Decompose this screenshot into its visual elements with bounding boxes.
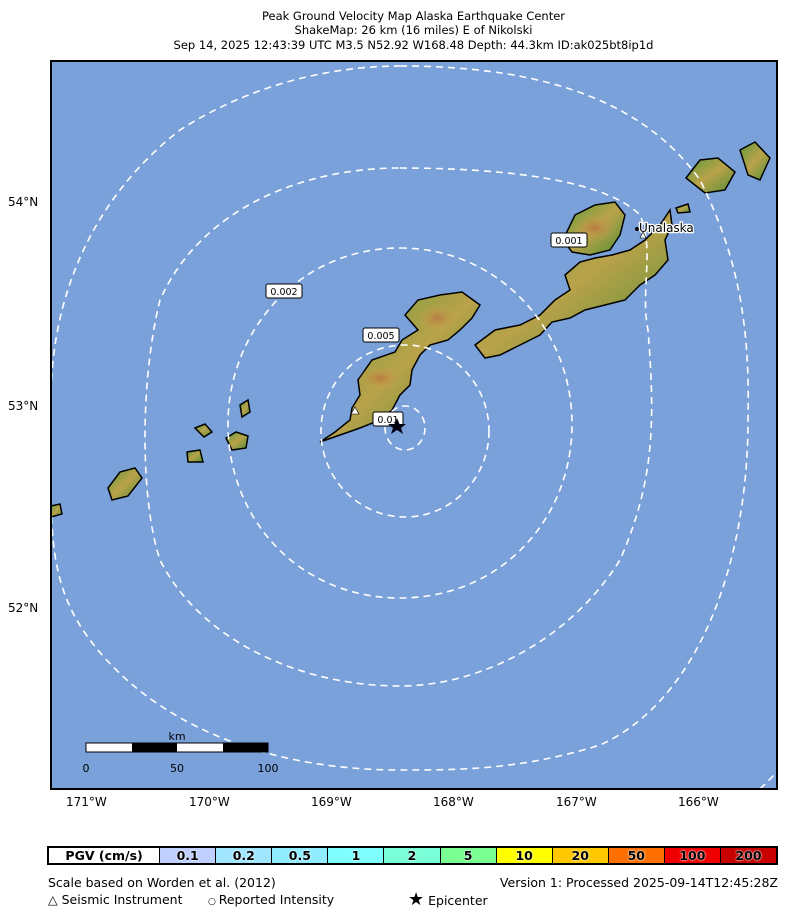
- legend-bin: 20: [551, 848, 608, 863]
- lat-tick: 52°N: [8, 601, 39, 615]
- contour-0.005: [320, 344, 490, 518]
- contour-0.001: [144, 167, 653, 687]
- star-icon: ★: [408, 889, 425, 910]
- west-island-4: [186, 449, 204, 463]
- contour-labels: 0.001 0.002 0.005 0.01: [265, 232, 588, 427]
- volcano-shading: [358, 366, 402, 390]
- legend-bin: 0.5: [271, 848, 328, 863]
- legend-bin: 5: [439, 848, 496, 863]
- lon-tick: 169°W: [311, 795, 352, 809]
- legend-bin: 100: [663, 848, 720, 863]
- lon-tick: 168°W: [433, 795, 474, 809]
- svg-text:50: 50: [170, 762, 184, 775]
- east-island-small: [675, 203, 691, 214]
- svg-text:0: 0: [83, 762, 90, 775]
- legend-bin: 10: [495, 848, 552, 863]
- contour-outer: [50, 65, 750, 771]
- scale-bar: km 0 50 100: [83, 730, 279, 775]
- legend-bin: 50: [607, 848, 664, 863]
- unalaska-island: [473, 207, 673, 359]
- town-marker: [635, 227, 639, 231]
- legend-bin: 1: [327, 848, 384, 863]
- contour-label: 0.01: [377, 415, 398, 426]
- west-island-5: [239, 398, 251, 419]
- legend-bin: 200: [719, 848, 777, 863]
- contour-label: 0.002: [270, 287, 297, 298]
- pgv-contours: [50, 65, 778, 790]
- contour-label: 0.005: [367, 331, 394, 342]
- title-line-2: ShakeMap: 26 km (16 miles) E of Nikolski: [294, 23, 533, 37]
- lon-tick: 167°W: [556, 795, 597, 809]
- title-line-1: Peak Ground Velocity Map Alaska Earthqua…: [261, 9, 566, 23]
- version-note: Version 1: Processed 2025-09-14T12:45:28…: [499, 875, 778, 890]
- west-island-1: [107, 467, 143, 501]
- legend-title: PGV (cm/s): [49, 848, 160, 863]
- west-island-3: [193, 423, 214, 438]
- volcano-shading: [417, 304, 457, 332]
- triangle-icon[interactable]: [639, 231, 647, 239]
- ocean: [51, 61, 777, 789]
- circle-icon: ○: [208, 897, 219, 907]
- legend-bin: 2: [383, 848, 440, 863]
- place-label-unalaska: Unalaska: [639, 221, 694, 235]
- shakemap: 0.001 0.002 0.005 0.01 Unalaska km 0 50 …: [50, 60, 778, 790]
- contour-0.002: [227, 247, 573, 599]
- akutan-island: [684, 157, 736, 194]
- lat-tick: 53°N: [8, 399, 39, 413]
- lon-tick: 166°W: [678, 795, 719, 809]
- west-island-2: [225, 431, 249, 451]
- contour-0.01: [384, 405, 426, 451]
- scale-unit: km: [168, 730, 185, 743]
- triangle-icon[interactable]: [350, 406, 360, 415]
- epicenter-label: Epicenter: [428, 893, 488, 908]
- akun-island: [739, 141, 771, 181]
- seismic-instrument-label: Seismic Instrument: [61, 892, 183, 907]
- triangle-icon: △: [48, 892, 62, 907]
- reported-intensity-label: Reported Intensity: [218, 892, 335, 907]
- star-icon[interactable]: [388, 418, 406, 434]
- legend-bin: 0.2: [215, 848, 272, 863]
- map-frame: [50, 60, 778, 790]
- contour-label: 0.001: [555, 236, 582, 247]
- legend-bin: 0.1: [159, 848, 216, 863]
- pgv-legend: PGV (cm/s) 0.1 0.2 0.5 1 2 5 10 20 50 10…: [47, 846, 778, 865]
- svg-text:100: 100: [258, 762, 279, 775]
- title-line-3: Sep 14, 2025 12:43:39 UTC M3.5 N52.92 W1…: [173, 38, 654, 52]
- lon-tick: 171°W: [66, 795, 107, 809]
- lon-tick: 170°W: [189, 795, 230, 809]
- west-island-6: [50, 503, 63, 518]
- scale-note: Scale based on Worden et al. (2012): [48, 875, 276, 890]
- lat-tick: 54°N: [8, 195, 39, 209]
